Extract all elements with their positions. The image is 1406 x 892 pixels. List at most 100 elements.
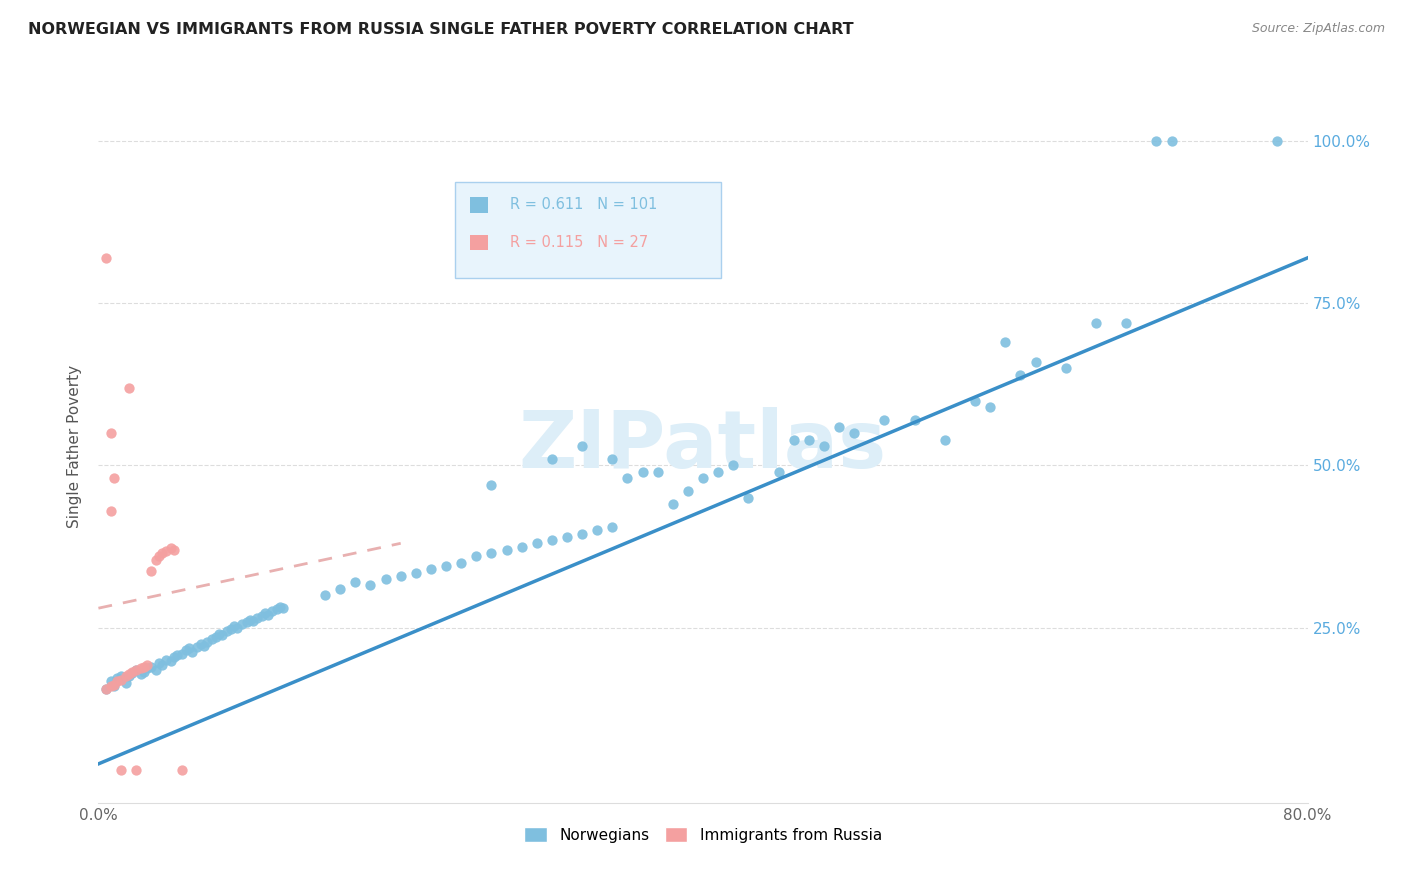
Text: NORWEGIAN VS IMMIGRANTS FROM RUSSIA SINGLE FATHER POVERTY CORRELATION CHART: NORWEGIAN VS IMMIGRANTS FROM RUSSIA SING… (28, 22, 853, 37)
Point (125, 764, 148, 778)
Point (266, 602, 288, 616)
Point (602, 452, 624, 467)
Point (510, 540, 533, 554)
Point (201, 632, 224, 647)
Point (186, 640, 208, 654)
Point (465, 549, 488, 564)
Point (602, 520, 624, 534)
FancyBboxPatch shape (470, 235, 488, 251)
Point (118, 669, 141, 683)
Point (121, 666, 143, 681)
Point (434, 559, 457, 574)
Point (193, 639, 215, 653)
Point (1024, 354, 1046, 368)
Point (526, 536, 548, 550)
Point (208, 627, 231, 641)
Point (768, 465, 790, 479)
Point (239, 613, 262, 627)
Point (132, 659, 155, 673)
Point (344, 575, 367, 590)
Point (150, 546, 173, 560)
Point (221, 622, 243, 636)
Point (155, 544, 177, 558)
Point (250, 609, 273, 624)
Point (271, 601, 294, 615)
Point (125, 663, 148, 677)
Point (94, 682, 117, 697)
Point (873, 413, 896, 427)
Point (707, 465, 730, 479)
Point (631, 465, 654, 479)
Point (160, 654, 183, 668)
Point (934, 433, 956, 447)
Point (1115, 316, 1137, 330)
Text: Source: ZipAtlas.com: Source: ZipAtlas.com (1251, 22, 1385, 36)
Point (586, 524, 609, 538)
Point (114, 675, 136, 690)
Point (224, 619, 246, 633)
Point (100, 504, 122, 518)
Point (360, 578, 382, 592)
Point (125, 663, 148, 677)
Point (374, 572, 396, 586)
Point (231, 617, 253, 632)
Point (181, 645, 204, 659)
Point (226, 621, 249, 635)
Point (145, 552, 167, 566)
Point (450, 556, 472, 570)
Point (110, 669, 132, 683)
Point (253, 607, 276, 621)
Point (94, 682, 117, 697)
Point (100, 673, 122, 688)
Point (105, 671, 128, 685)
Legend: Norwegians, Immigrants from Russia: Norwegians, Immigrants from Russia (517, 821, 889, 848)
Point (661, 497, 683, 511)
Point (481, 546, 503, 560)
Point (1144, 134, 1167, 148)
Point (692, 471, 714, 485)
Point (166, 648, 188, 662)
Point (979, 400, 1001, 414)
Point (110, 764, 132, 778)
Point (135, 658, 157, 673)
Point (155, 653, 177, 667)
Point (235, 615, 257, 630)
Point (150, 658, 173, 673)
Point (314, 588, 336, 602)
Point (262, 604, 284, 618)
Point (571, 526, 593, 541)
Point (103, 678, 125, 692)
Point (256, 607, 278, 622)
Point (242, 614, 264, 628)
Point (737, 491, 759, 505)
Point (100, 425, 122, 440)
Point (420, 562, 443, 576)
Point (179, 641, 201, 656)
Point (141, 564, 163, 578)
Text: R = 0.611   N = 101: R = 0.611 N = 101 (509, 197, 657, 212)
Point (195, 635, 218, 649)
Point (647, 465, 669, 479)
Point (163, 649, 186, 664)
Point (481, 478, 503, 492)
Point (205, 631, 228, 645)
Point (129, 661, 152, 675)
Point (160, 541, 183, 556)
Point (329, 582, 352, 596)
Point (405, 566, 427, 580)
Point (965, 393, 987, 408)
Point (103, 471, 125, 485)
Point (540, 452, 562, 467)
Point (1085, 316, 1108, 330)
Point (571, 439, 593, 453)
Point (616, 471, 638, 485)
FancyBboxPatch shape (456, 182, 721, 278)
Text: R = 0.115   N = 27: R = 0.115 N = 27 (509, 235, 648, 250)
Point (828, 419, 851, 434)
Point (540, 533, 562, 547)
Point (1267, 134, 1289, 148)
Point (110, 673, 132, 687)
Point (114, 669, 136, 683)
Point (723, 458, 745, 473)
Point (118, 667, 141, 681)
